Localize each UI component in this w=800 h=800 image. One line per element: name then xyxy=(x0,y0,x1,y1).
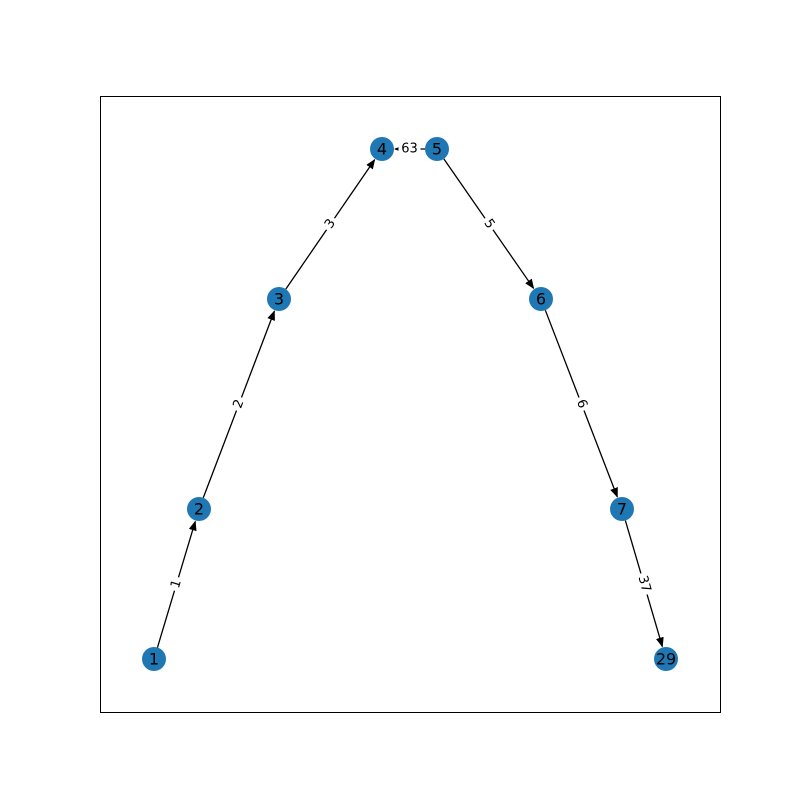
node-label: 7 xyxy=(617,500,627,519)
node-29: 29 xyxy=(654,647,678,671)
edge-weight-label: 63 xyxy=(401,142,418,157)
edge-label-background xyxy=(398,141,421,157)
node-7: 7 xyxy=(610,497,634,521)
node-circle xyxy=(142,647,166,671)
node-label: 5 xyxy=(432,140,442,159)
node-circle xyxy=(370,137,394,161)
node-label: 3 xyxy=(274,290,284,309)
node-circle xyxy=(529,287,553,311)
node-1: 1 xyxy=(142,647,166,671)
edge-label-5-4: 63 xyxy=(398,141,421,157)
node-label: 29 xyxy=(656,650,676,669)
edge-label-background xyxy=(633,571,655,597)
edge-label-background xyxy=(478,213,500,235)
node-label: 4 xyxy=(377,140,387,159)
node-4: 4 xyxy=(370,137,394,161)
node-label: 2 xyxy=(194,500,204,519)
edge-label-1-2: 1 xyxy=(166,574,187,594)
plot-frame xyxy=(100,96,721,713)
node-3: 3 xyxy=(267,287,291,311)
node-label: 6 xyxy=(536,290,546,309)
edge-label-3-4: 3 xyxy=(319,213,342,235)
node-circle xyxy=(654,647,678,671)
node-circle xyxy=(610,497,634,521)
node-5: 5 xyxy=(425,137,449,161)
node-circle xyxy=(187,497,211,521)
nodes-layer: 1 2 3 4 5 6 7 29 xyxy=(142,137,678,671)
edge-label-6-7: 6 xyxy=(571,394,592,414)
node-circle xyxy=(425,137,449,161)
edge-label-background xyxy=(571,394,592,414)
edge-weight-label: 1 xyxy=(168,578,185,590)
edge-label-7-29: 37 xyxy=(633,571,655,597)
edge-label-background xyxy=(166,574,187,594)
node-6: 6 xyxy=(529,287,553,311)
edge-label-5-6: 5 xyxy=(478,213,500,235)
edge-label-2-3: 2 xyxy=(229,394,249,414)
edge-weight-label: 37 xyxy=(634,574,653,594)
edge-label-background xyxy=(319,213,342,235)
node-circle xyxy=(267,287,291,311)
node-2: 2 xyxy=(187,497,211,521)
edge-label-background xyxy=(229,394,249,414)
node-label: 1 xyxy=(149,650,159,669)
